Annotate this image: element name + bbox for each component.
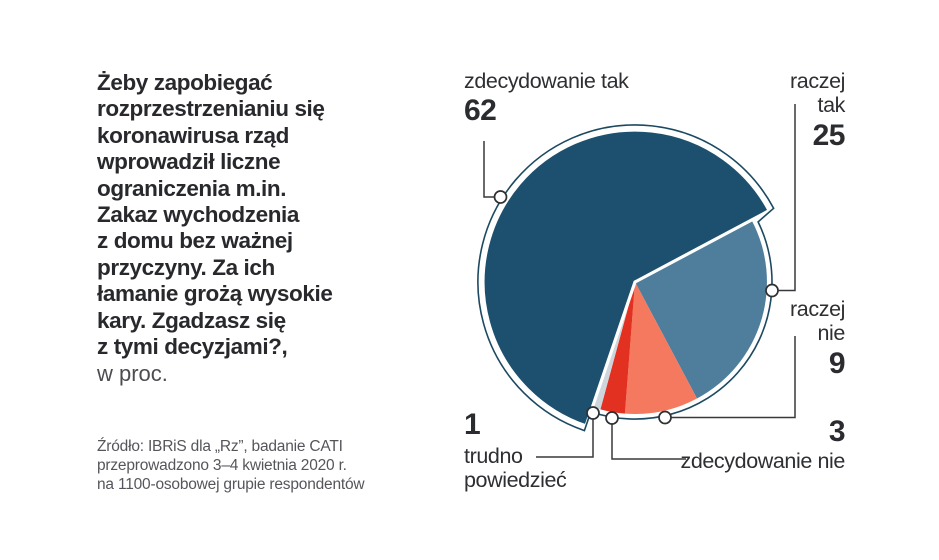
pie-slice-zdecydowanie-nie xyxy=(600,282,635,414)
slice-value: 9 xyxy=(828,347,846,380)
callout-marker-3 xyxy=(605,411,619,425)
label-trudno-powiedziec: 1 trudno powiedzieć xyxy=(464,408,614,493)
unit-note: w proc. xyxy=(97,361,168,387)
slice-label: trudno powiedzieć xyxy=(464,444,567,492)
slice-value: 25 xyxy=(812,119,846,152)
callout-line-3 xyxy=(611,418,686,460)
pie-outline xyxy=(477,124,775,432)
callout-marker-25 xyxy=(765,283,779,298)
slice-value: 3 xyxy=(828,415,846,448)
label-raczej-tak: raczej tak 25 xyxy=(773,69,845,152)
question-text: Żeby zapobiegać rozprzestrzenianiu się k… xyxy=(97,70,333,360)
slice-label: raczej tak xyxy=(790,69,845,117)
label-zdecydowanie-nie: 3 zdecydowanie nie xyxy=(660,415,846,474)
slice-label: zdecydowanie tak xyxy=(464,69,629,93)
callout-line-9 xyxy=(665,336,796,419)
pie-slice-raczej-nie xyxy=(624,282,697,414)
source-note: Źródło: IBRiS dla „Rz”, badanie CATI prz… xyxy=(97,438,365,493)
question-block: Żeby zapobiegać rozprzestrzenianiu się k… xyxy=(97,70,427,494)
callout-marker-62 xyxy=(493,190,508,204)
callout-line-25 xyxy=(772,104,796,292)
label-raczej-nie: raczej nie 9 xyxy=(773,297,845,380)
slice-value: 1 xyxy=(464,408,481,441)
slice-label: raczej nie xyxy=(790,297,845,345)
callout-line-62 xyxy=(483,141,500,198)
callout-line-1 xyxy=(536,413,594,458)
slice-label: zdecydowanie nie xyxy=(680,449,845,473)
callout-marker-1 xyxy=(586,406,600,420)
label-zdecydowanie-tak: zdecydowanie tak 62 xyxy=(464,69,694,127)
slice-value: 62 xyxy=(464,94,497,127)
pie-slice-zdecydowanie-tak xyxy=(481,128,772,428)
callout-marker-9 xyxy=(658,410,672,425)
